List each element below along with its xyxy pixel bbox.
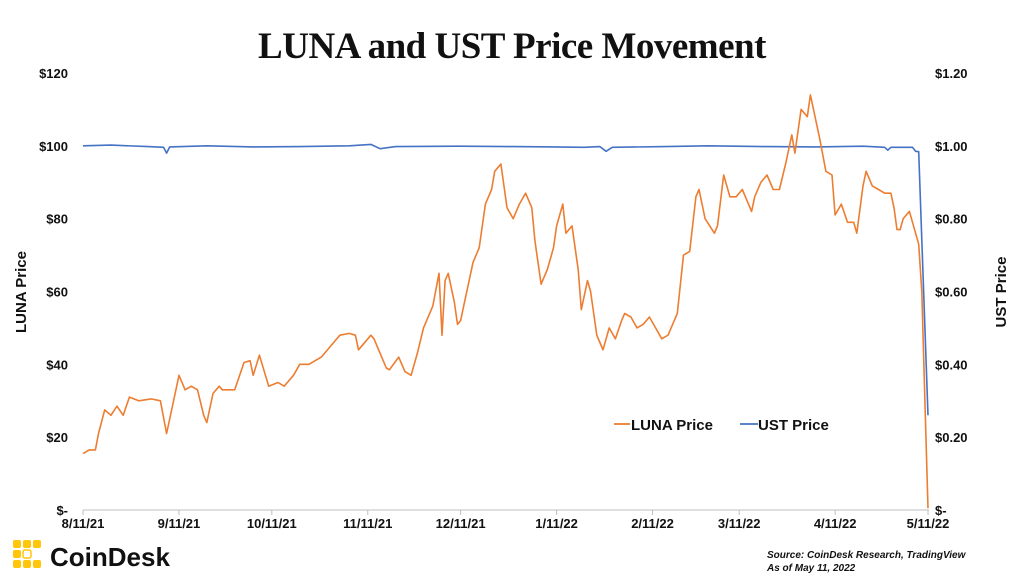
logo-block: [13, 560, 21, 568]
y-tick-label-right: $0.40: [935, 357, 968, 372]
logo-block: [13, 550, 21, 558]
x-tick-label: 3/11/22: [718, 516, 761, 531]
chart-title: LUNA and UST Price Movement: [258, 26, 767, 67]
logo-block: [13, 540, 21, 548]
logo-block: [22, 549, 32, 559]
x-tick-label: 5/11/22: [907, 516, 950, 531]
x-tick-label: 9/11/21: [158, 516, 201, 531]
y-tick-label-left: $80: [46, 212, 68, 227]
as-of-note: As of May 11, 2022: [766, 563, 856, 574]
left-axis-label: LUNA Price: [13, 251, 30, 333]
coindesk-logo-icon: [13, 540, 41, 568]
logo-block: [23, 540, 31, 548]
legend-label-ust: UST Price: [758, 417, 829, 434]
y-tick-label-left: $120: [39, 66, 68, 81]
x-tick-label: 8/11/21: [62, 516, 105, 531]
logo-text: CoinDesk: [50, 542, 170, 572]
y-tick-label-left: $40: [46, 357, 68, 372]
x-tick-label: 11/11/21: [343, 516, 392, 531]
y-tick-label-right: $-: [935, 503, 947, 518]
y-tick-label-left: $-: [56, 503, 68, 518]
series-line-ust-price: [82, 143, 929, 416]
source-note: Source: CoinDesk Research, TradingView: [767, 550, 967, 561]
series-line-luna-price: [82, 94, 929, 509]
logo-block: [23, 560, 31, 568]
y-tick-label-left: $100: [39, 139, 68, 154]
left-y-ticks: $- $20 $40 $60 $80 $100 $120: [39, 66, 68, 518]
y-tick-label-right: $0.60: [935, 285, 968, 300]
logo-block: [33, 540, 41, 548]
y-tick-label-left: $60: [46, 285, 68, 300]
coindesk-logo: CoinDesk: [13, 540, 170, 572]
right-axis-label: UST Price: [993, 257, 1010, 328]
legend-label-luna: LUNA Price: [631, 417, 713, 434]
y-tick-label-right: $1.00: [935, 139, 968, 154]
x-ticks: 8/11/21 9/11/21 10/11/21 11/11/21 12/11/21 1/…: [62, 510, 950, 531]
y-tick-label-left: $20: [46, 430, 68, 445]
y-tick-label-right: $1.20: [935, 66, 968, 81]
x-tick-label: 12/11/21: [436, 516, 486, 531]
y-tick-label-right: $0.80: [935, 212, 968, 227]
logo-block: [33, 560, 41, 568]
x-tick-label: 2/11/22: [631, 516, 674, 531]
legend: LUNA Price UST Price: [614, 417, 829, 434]
x-tick-label: 4/11/22: [814, 516, 857, 531]
y-tick-label-right: $0.20: [935, 430, 968, 445]
x-tick-label: 1/11/22: [535, 516, 578, 531]
right-y-ticks: $- $0.20 $0.40 $0.60 $0.80 $1.00 $1.20: [935, 66, 968, 518]
x-tick-label: 10/11/21: [247, 516, 297, 531]
series-lines: [82, 94, 929, 509]
